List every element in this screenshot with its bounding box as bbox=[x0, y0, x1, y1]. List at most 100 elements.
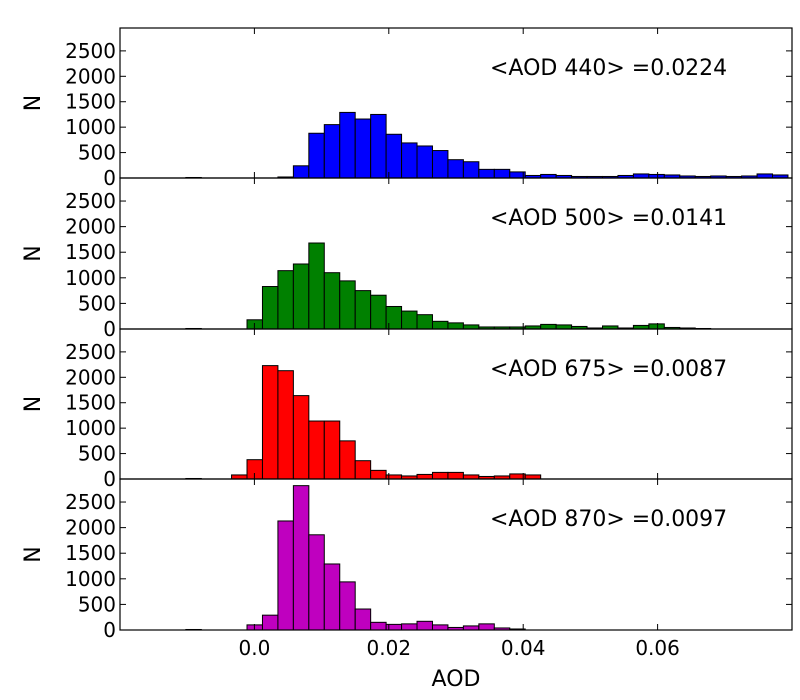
histogram-bar bbox=[308, 420, 325, 480]
histogram-bar bbox=[431, 624, 449, 631]
histogram-bar bbox=[339, 440, 356, 480]
histogram-bar bbox=[292, 485, 310, 631]
y-axis-label: N bbox=[21, 396, 46, 412]
y-tick-label: 2000 bbox=[65, 215, 116, 239]
histogram-bar bbox=[292, 395, 310, 480]
histogram-bar bbox=[323, 124, 341, 179]
y-tick-label: 1000 bbox=[65, 416, 116, 440]
y-tick-label: 2500 bbox=[65, 340, 116, 364]
histogram-bar bbox=[231, 474, 248, 480]
histogram-bar bbox=[462, 324, 480, 330]
histogram-bar bbox=[401, 142, 418, 179]
y-tick-label: 1000 bbox=[65, 266, 116, 290]
histogram-bar bbox=[339, 111, 356, 179]
histogram-bar bbox=[261, 365, 279, 480]
histogram-bar bbox=[277, 270, 294, 330]
histogram-bar bbox=[447, 159, 464, 179]
histogram-bar bbox=[756, 173, 774, 179]
y-tick-label: 2000 bbox=[65, 64, 116, 88]
histogram-bar bbox=[277, 370, 294, 480]
histogram-bar bbox=[354, 608, 372, 631]
histogram-bar bbox=[524, 474, 542, 480]
y-tick-label: 2500 bbox=[65, 39, 116, 63]
histogram-bar bbox=[555, 324, 573, 330]
histogram-bar bbox=[401, 310, 418, 330]
x-axis-label: AOD bbox=[432, 667, 481, 692]
histogram-bar bbox=[292, 165, 310, 179]
y-tick-label: 2500 bbox=[65, 189, 116, 213]
histogram-bar bbox=[323, 420, 341, 480]
histogram-bar bbox=[632, 173, 650, 179]
histogram-bar bbox=[462, 474, 480, 480]
x-tick-label: 0.04 bbox=[501, 636, 546, 660]
histogram-bar bbox=[447, 471, 464, 480]
panel-frame bbox=[119, 478, 793, 631]
y-tick-label: 500 bbox=[78, 291, 116, 315]
histogram-bar bbox=[431, 471, 449, 480]
mean-aod-annotation: <AOD 870> =0.0097 bbox=[490, 507, 727, 532]
histogram-bar bbox=[431, 320, 449, 330]
histogram-bar bbox=[370, 294, 387, 330]
histogram-bar bbox=[308, 242, 325, 330]
y-axis-label: N bbox=[21, 546, 46, 562]
histogram-bar bbox=[462, 161, 480, 179]
histogram-bar bbox=[447, 322, 464, 330]
histogram-bar bbox=[354, 460, 372, 480]
histogram-bar bbox=[354, 290, 372, 330]
y-tick-label: 0 bbox=[103, 317, 116, 341]
histogram-bar bbox=[431, 150, 449, 179]
histogram-bar bbox=[339, 280, 356, 330]
histogram-bar bbox=[401, 623, 418, 631]
histogram-bar bbox=[370, 621, 387, 631]
x-tick-label: 0.06 bbox=[635, 636, 680, 660]
y-tick-label: 500 bbox=[78, 141, 116, 165]
y-tick-label: 1500 bbox=[65, 391, 116, 415]
histogram-bar bbox=[370, 469, 387, 480]
y-tick-label: 500 bbox=[78, 592, 116, 616]
histogram-bar bbox=[385, 133, 403, 179]
mean-aod-annotation: <AOD 500> =0.0141 bbox=[490, 206, 727, 231]
histogram-bar bbox=[416, 314, 433, 330]
histogram-bar bbox=[478, 168, 495, 179]
histogram-bar bbox=[416, 145, 433, 179]
mean-aod-annotation: <AOD 675> =0.0087 bbox=[490, 357, 727, 382]
x-tick-label: 0.0 bbox=[238, 636, 270, 660]
histogram-bar bbox=[323, 563, 341, 631]
histogram-bar bbox=[292, 263, 310, 330]
histogram-bar bbox=[308, 534, 325, 631]
y-tick-label: 500 bbox=[78, 442, 116, 466]
histogram-bar bbox=[648, 323, 665, 330]
histogram-bar bbox=[277, 520, 294, 631]
histogram-bar bbox=[370, 113, 387, 179]
histogram-bar bbox=[493, 168, 511, 179]
y-tick-label: 1500 bbox=[65, 90, 116, 114]
histogram-bar bbox=[478, 623, 495, 631]
y-tick-label: 0 bbox=[103, 467, 116, 491]
histogram-bar bbox=[540, 323, 557, 330]
y-tick-label: 1000 bbox=[65, 567, 116, 591]
y-tick-label: 0 bbox=[103, 166, 116, 190]
histogram-bar bbox=[323, 272, 341, 330]
mean-aod-annotation: <AOD 440> =0.0224 bbox=[490, 56, 727, 81]
y-axis-label: N bbox=[21, 95, 46, 111]
y-tick-label: 2000 bbox=[65, 516, 116, 540]
y-tick-label: 1000 bbox=[65, 115, 116, 139]
histogram-bar bbox=[339, 581, 356, 631]
x-tick-label: 0.02 bbox=[367, 636, 412, 660]
histogram-bar bbox=[261, 614, 279, 631]
histogram-bar bbox=[416, 473, 433, 480]
histogram-bar bbox=[308, 132, 325, 179]
histogram-bar bbox=[462, 625, 480, 631]
y-axis-label: N bbox=[21, 245, 46, 261]
y-tick-label: 2000 bbox=[65, 365, 116, 389]
histogram-bar bbox=[354, 118, 372, 179]
y-tick-label: 1500 bbox=[65, 541, 116, 565]
y-tick-label: 0 bbox=[103, 618, 116, 642]
histogram-bar bbox=[416, 620, 433, 631]
